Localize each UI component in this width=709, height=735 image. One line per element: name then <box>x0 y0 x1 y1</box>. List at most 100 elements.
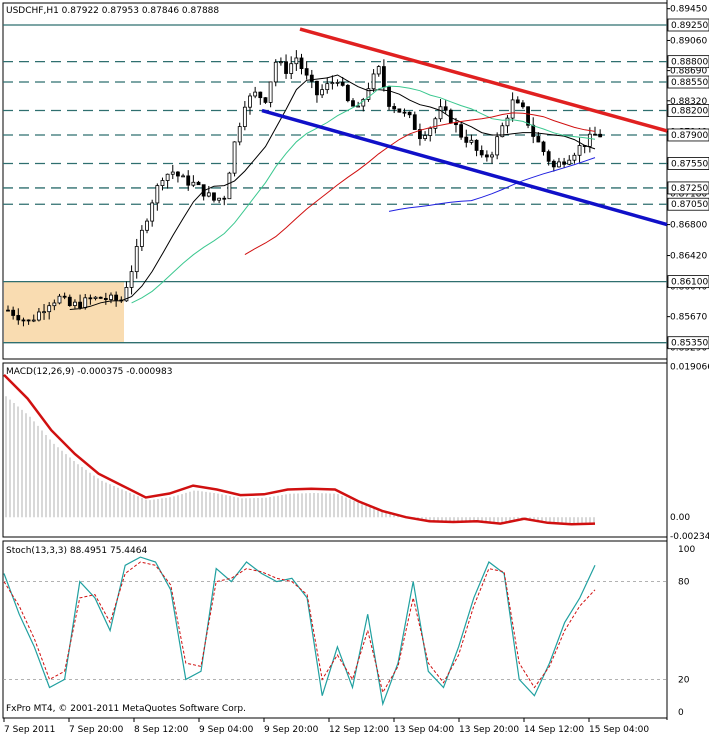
candle-body <box>521 102 525 108</box>
candle-body <box>402 111 407 114</box>
candle-body <box>464 136 469 143</box>
candle-body <box>515 99 520 104</box>
candle-body <box>598 133 603 138</box>
candle-body <box>6 309 10 312</box>
level-label: 0.88800 <box>671 58 708 68</box>
candle-body <box>557 161 561 168</box>
price-tick-label: 0.86420 <box>670 252 707 262</box>
copyright-text: FxPro MT4, © 2001-2011 MetaQuotes Softwa… <box>6 704 246 714</box>
macd-header: MACD(12,26,9) -0.000375 -0.000983 <box>6 367 172 377</box>
candle-body <box>284 61 288 74</box>
candle-body <box>304 68 309 76</box>
level-label-box <box>667 157 709 170</box>
x-tick-label: 9 Sep 04:00 <box>199 725 254 735</box>
level-label: 0.87250 <box>671 184 708 194</box>
candle-body <box>309 74 314 82</box>
candle-body <box>191 181 196 186</box>
candle-body <box>186 175 191 186</box>
support-trendline <box>261 108 668 227</box>
candle-body <box>371 73 376 90</box>
level-label: 0.85350 <box>671 339 708 349</box>
candle-body <box>433 118 438 129</box>
candle-body <box>315 80 319 96</box>
candle-body <box>21 319 26 322</box>
candle-body <box>541 141 546 153</box>
candle-body <box>376 66 381 75</box>
candle-body <box>67 296 72 306</box>
resistance-trendline <box>299 27 668 133</box>
candle-body <box>418 129 422 140</box>
candle-body <box>16 315 21 321</box>
level-label: 0.86100 <box>671 278 708 288</box>
candle-body <box>345 84 350 102</box>
candle-body <box>443 106 448 111</box>
range-box <box>4 281 124 343</box>
candle-body <box>253 91 258 97</box>
stoch-header: Stoch(13,3,3) 88.4951 75.4464 <box>6 546 147 556</box>
stoch-tick-label: 80 <box>678 578 690 588</box>
candle-body <box>562 161 567 165</box>
candle-body <box>459 124 464 138</box>
candle-body <box>577 145 582 156</box>
level-label: 0.87900 <box>671 131 708 141</box>
candle-body <box>268 81 273 103</box>
stoch-panel-frame <box>2 540 668 719</box>
candle-body <box>273 61 278 83</box>
x-tick-label: 7 Sep 2011 <box>4 725 55 735</box>
x-tick-label: 9 Sep 20:00 <box>264 725 319 735</box>
macd-tick-label: 0.00 <box>670 513 690 523</box>
ma-blue-line <box>388 157 596 212</box>
level-label-box <box>667 55 709 69</box>
candle-body <box>62 295 67 298</box>
level-label: 0.88550 <box>671 78 708 88</box>
stoch-main-line <box>3 556 596 707</box>
candle-body <box>412 114 417 130</box>
ma-green-line <box>131 85 596 304</box>
stoch-tick-label: 0 <box>678 708 684 718</box>
candle-body <box>335 81 340 84</box>
stoch-tick-label: 20 <box>678 675 690 685</box>
price-tick-label: 0.86800 <box>670 221 707 231</box>
price-tick-label: 0.88690 <box>670 67 707 77</box>
candle-body <box>52 302 57 307</box>
candle-body <box>78 301 82 309</box>
candle-body <box>567 159 572 165</box>
candle-body <box>356 105 361 108</box>
candle-body <box>474 139 479 151</box>
candle-body <box>206 192 211 197</box>
candle-body <box>93 296 98 299</box>
candle-body <box>31 319 36 322</box>
candle-body <box>340 81 345 86</box>
candle-body <box>299 57 304 69</box>
candle-body <box>484 154 489 158</box>
level-label-box <box>667 18 709 32</box>
candle-body <box>423 135 427 140</box>
level-label: 0.87050 <box>671 200 708 210</box>
candle-body <box>196 181 201 186</box>
level-label-box <box>667 75 709 89</box>
candle-body <box>294 57 299 65</box>
candle-body <box>88 297 93 300</box>
candle-body <box>263 97 268 103</box>
level-label: 0.89250 <box>671 21 708 31</box>
candle-body <box>531 124 536 137</box>
candle-body <box>170 171 175 175</box>
ma-red-line <box>244 112 596 256</box>
price-tick-label: 0.87180 <box>670 190 707 200</box>
x-tick-label: 8 Sep 12:00 <box>134 725 189 735</box>
level-label: 0.87550 <box>671 159 708 169</box>
candle-body <box>160 180 165 187</box>
candle-body <box>397 108 402 113</box>
candle-body <box>366 88 371 100</box>
candle-body <box>242 106 247 127</box>
candle-body <box>73 301 77 306</box>
macd-panel-frame <box>2 362 668 538</box>
symbol-header: USDCHF,H1 0.87922 0.87953 0.87846 0.8788… <box>6 6 219 16</box>
candle-body <box>114 294 119 301</box>
candle-body <box>279 61 283 64</box>
candle-body <box>551 160 556 168</box>
candle-body <box>469 139 474 143</box>
price-tick-label: 0.88320 <box>670 97 707 107</box>
macd-signal-line <box>3 374 596 526</box>
